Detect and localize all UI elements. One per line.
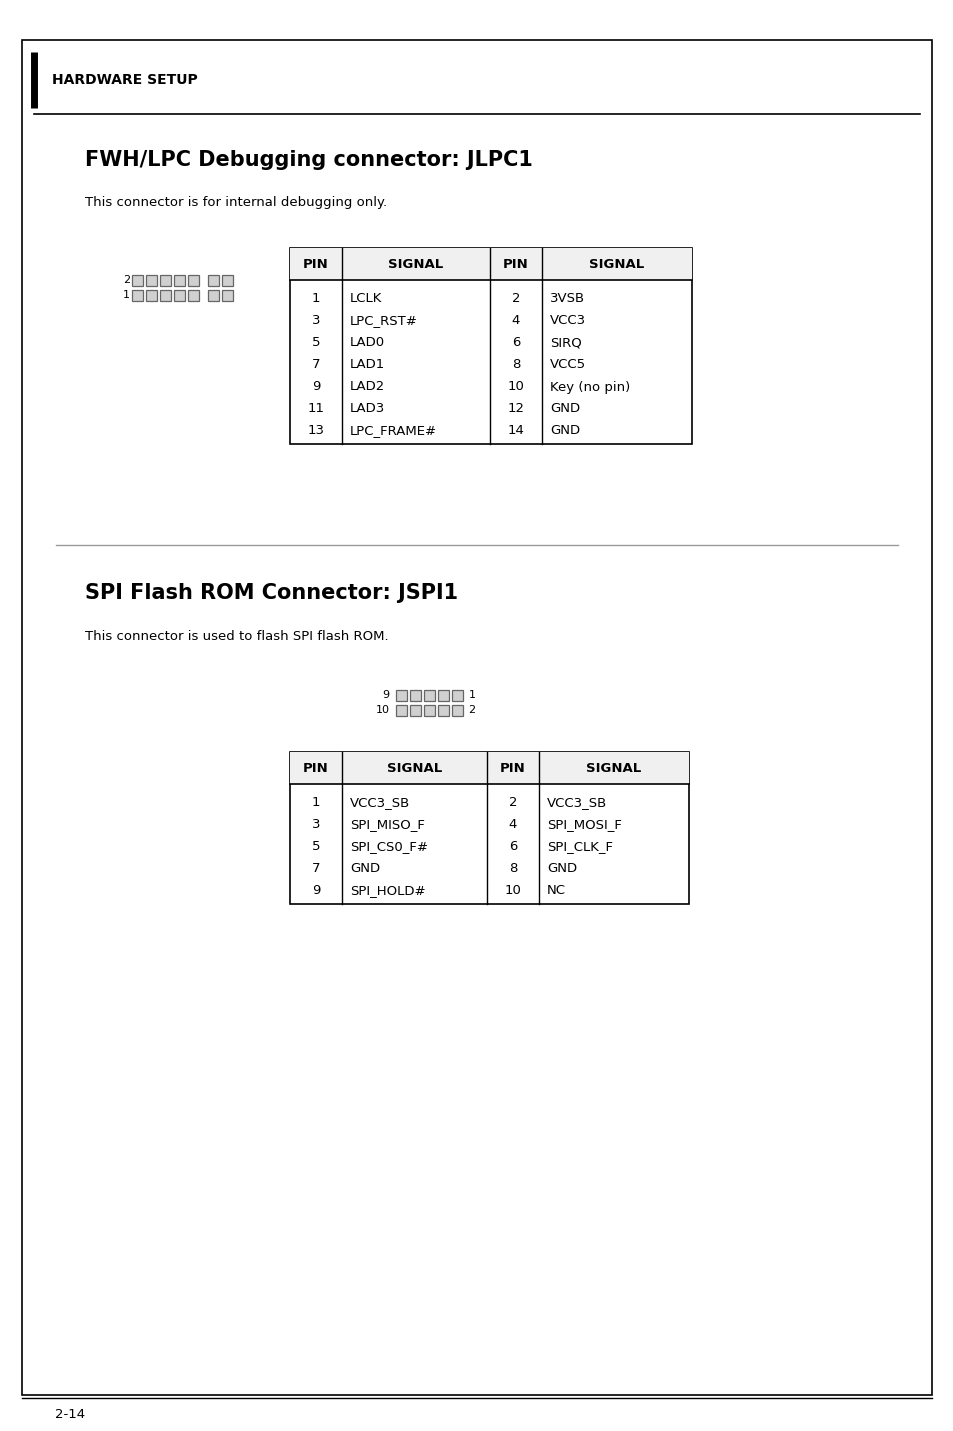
Text: 14: 14 xyxy=(507,425,524,438)
Text: PIN: PIN xyxy=(303,258,329,270)
Text: SIGNAL: SIGNAL xyxy=(589,258,644,270)
Text: SPI Flash ROM Connector: JSPI1: SPI Flash ROM Connector: JSPI1 xyxy=(85,582,457,602)
Text: 10: 10 xyxy=(504,884,521,897)
Text: SPI_HOLD#: SPI_HOLD# xyxy=(350,884,425,897)
Text: 2: 2 xyxy=(468,705,476,716)
Text: 6: 6 xyxy=(508,840,517,853)
Bar xyxy=(424,705,435,716)
Bar xyxy=(188,275,199,286)
Text: 2: 2 xyxy=(511,292,519,305)
Text: NC: NC xyxy=(546,884,565,897)
Text: 4: 4 xyxy=(508,819,517,831)
Text: 9: 9 xyxy=(312,381,320,394)
Text: 8: 8 xyxy=(508,863,517,876)
Text: SIGNAL: SIGNAL xyxy=(387,761,441,774)
Bar xyxy=(290,248,691,444)
Text: 3: 3 xyxy=(312,819,320,831)
Text: GND: GND xyxy=(550,425,579,438)
Bar xyxy=(146,290,157,301)
Bar xyxy=(160,275,171,286)
Text: 7: 7 xyxy=(312,863,320,876)
Text: 2: 2 xyxy=(508,797,517,810)
Bar xyxy=(410,690,421,701)
Text: SPI_CS0_F#: SPI_CS0_F# xyxy=(350,840,428,853)
Text: 3: 3 xyxy=(312,315,320,328)
Text: 12: 12 xyxy=(507,402,524,415)
Text: 6: 6 xyxy=(511,336,519,349)
Bar xyxy=(222,290,233,301)
Text: Key (no pin): Key (no pin) xyxy=(550,381,630,394)
Bar xyxy=(173,290,185,301)
Text: SPI_MISO_F: SPI_MISO_F xyxy=(350,819,424,831)
Bar xyxy=(208,275,219,286)
Text: 1: 1 xyxy=(123,290,130,301)
Bar xyxy=(173,275,185,286)
Text: 10: 10 xyxy=(507,381,524,394)
Bar xyxy=(410,705,421,716)
Bar xyxy=(396,690,407,701)
Bar xyxy=(132,290,143,301)
Text: 10: 10 xyxy=(375,705,389,716)
Text: 2: 2 xyxy=(123,275,130,285)
Bar xyxy=(396,705,407,716)
Text: 5: 5 xyxy=(312,336,320,349)
Bar xyxy=(290,248,691,280)
Text: 11: 11 xyxy=(307,402,324,415)
Bar xyxy=(452,705,463,716)
Text: LAD2: LAD2 xyxy=(350,381,385,394)
Bar xyxy=(132,275,143,286)
Text: VCC5: VCC5 xyxy=(550,359,585,372)
Text: GND: GND xyxy=(550,402,579,415)
Text: 9: 9 xyxy=(382,690,389,700)
Text: LPC_FRAME#: LPC_FRAME# xyxy=(350,425,436,438)
Bar xyxy=(188,290,199,301)
Text: This connector is used to flash SPI flash ROM.: This connector is used to flash SPI flas… xyxy=(85,630,388,643)
Text: GND: GND xyxy=(546,863,577,876)
Text: 8: 8 xyxy=(511,359,519,372)
Bar xyxy=(452,690,463,701)
Text: VCC3_SB: VCC3_SB xyxy=(546,797,607,810)
Text: HARDWARE SETUP: HARDWARE SETUP xyxy=(52,73,197,87)
Text: 3VSB: 3VSB xyxy=(550,292,584,305)
Bar xyxy=(208,290,219,301)
Bar xyxy=(424,690,435,701)
Text: 7: 7 xyxy=(312,359,320,372)
Text: 1: 1 xyxy=(468,690,475,700)
Bar xyxy=(290,753,688,784)
Text: FWH/LPC Debugging connector: JLPC1: FWH/LPC Debugging connector: JLPC1 xyxy=(85,150,533,170)
Bar xyxy=(146,275,157,286)
Bar xyxy=(438,690,449,701)
Text: 1: 1 xyxy=(312,797,320,810)
Text: LAD0: LAD0 xyxy=(350,336,385,349)
Text: SIGNAL: SIGNAL xyxy=(586,761,641,774)
Text: LAD1: LAD1 xyxy=(350,359,385,372)
Text: LPC_RST#: LPC_RST# xyxy=(350,315,417,328)
Text: 9: 9 xyxy=(312,884,320,897)
Text: 5: 5 xyxy=(312,840,320,853)
Bar xyxy=(290,753,688,904)
Text: SIRQ: SIRQ xyxy=(550,336,581,349)
Text: PIN: PIN xyxy=(499,761,525,774)
Text: VCC3_SB: VCC3_SB xyxy=(350,797,410,810)
Bar xyxy=(160,290,171,301)
Text: 1: 1 xyxy=(312,292,320,305)
Bar xyxy=(222,275,233,286)
Text: VCC3: VCC3 xyxy=(550,315,585,328)
Text: PIN: PIN xyxy=(502,258,528,270)
Text: LAD3: LAD3 xyxy=(350,402,385,415)
Text: 2-14: 2-14 xyxy=(55,1408,85,1421)
Text: 4: 4 xyxy=(511,315,519,328)
Text: 13: 13 xyxy=(307,425,324,438)
Bar xyxy=(438,705,449,716)
Text: PIN: PIN xyxy=(303,761,329,774)
Text: SPI_MOSI_F: SPI_MOSI_F xyxy=(546,819,621,831)
Text: SPI_CLK_F: SPI_CLK_F xyxy=(546,840,613,853)
Text: This connector is for internal debugging only.: This connector is for internal debugging… xyxy=(85,196,387,209)
Text: SIGNAL: SIGNAL xyxy=(388,258,443,270)
Text: GND: GND xyxy=(350,863,379,876)
Text: LCLK: LCLK xyxy=(350,292,382,305)
